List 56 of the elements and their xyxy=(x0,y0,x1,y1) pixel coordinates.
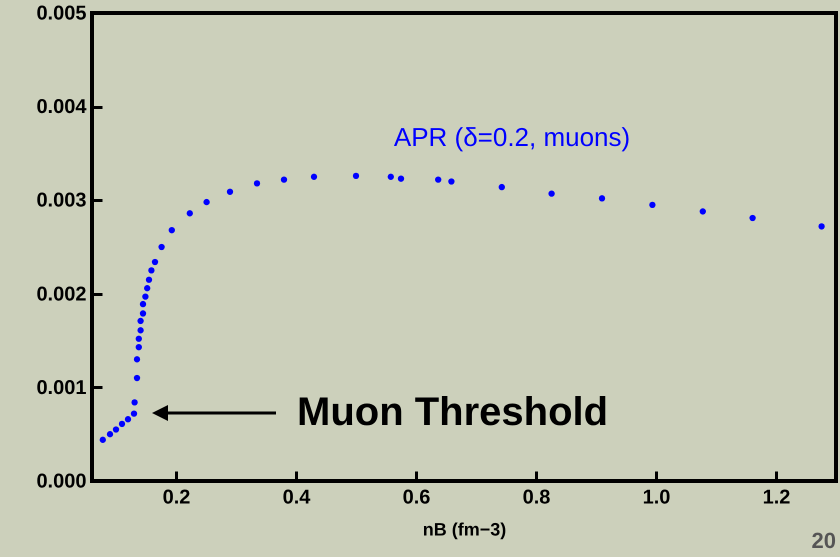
point xyxy=(148,267,155,274)
point xyxy=(498,184,505,190)
point xyxy=(700,208,706,215)
point xyxy=(352,172,360,180)
x-tick-label: 0.8 xyxy=(522,486,550,508)
point xyxy=(118,420,126,428)
x-tick-label: 0.4 xyxy=(282,486,312,508)
series-label: APR (δ=0.2, muons) xyxy=(394,122,630,152)
y-tick-label: 0.005 xyxy=(36,2,86,24)
point xyxy=(310,174,318,180)
x-tick-label: 1.0 xyxy=(642,486,670,508)
point xyxy=(112,426,120,433)
point xyxy=(134,356,140,362)
point xyxy=(280,176,288,183)
point xyxy=(649,202,656,208)
point xyxy=(136,344,142,350)
point xyxy=(435,176,442,183)
x-axis-title: nB (fm−3) xyxy=(422,520,506,540)
y-tick-label: 0.001 xyxy=(36,376,86,399)
point xyxy=(137,318,144,324)
y-tick-label: 0.004 xyxy=(36,96,88,118)
point xyxy=(448,178,455,185)
point xyxy=(136,336,142,342)
point xyxy=(749,214,756,222)
point xyxy=(140,310,146,317)
point xyxy=(388,174,394,180)
point xyxy=(134,374,140,382)
y-tick-label: 0.000 xyxy=(36,470,86,492)
point xyxy=(548,190,555,197)
point xyxy=(142,293,149,300)
point xyxy=(203,198,210,206)
text: 20 xyxy=(812,528,836,553)
point xyxy=(146,276,152,283)
point xyxy=(100,436,106,443)
x-tick-label: 1.2 xyxy=(762,486,790,508)
point xyxy=(818,223,825,230)
x-tick-label: 0.6 xyxy=(402,486,430,508)
point xyxy=(168,226,175,234)
point xyxy=(158,244,165,250)
point xyxy=(106,431,114,438)
point xyxy=(398,176,404,182)
point xyxy=(131,399,138,406)
point xyxy=(186,210,193,216)
y-tick-label: 0.003 xyxy=(36,190,86,212)
annotation: Muon Threshold xyxy=(297,390,608,434)
point xyxy=(226,188,234,195)
point xyxy=(130,410,138,417)
point xyxy=(124,416,132,422)
point xyxy=(144,285,150,292)
point xyxy=(152,258,158,266)
point xyxy=(140,300,146,308)
point xyxy=(598,195,606,202)
point xyxy=(254,180,260,187)
x-tick-label: 0.2 xyxy=(162,486,190,508)
point xyxy=(137,327,144,334)
y-tick-label: 0.002 xyxy=(36,283,86,306)
